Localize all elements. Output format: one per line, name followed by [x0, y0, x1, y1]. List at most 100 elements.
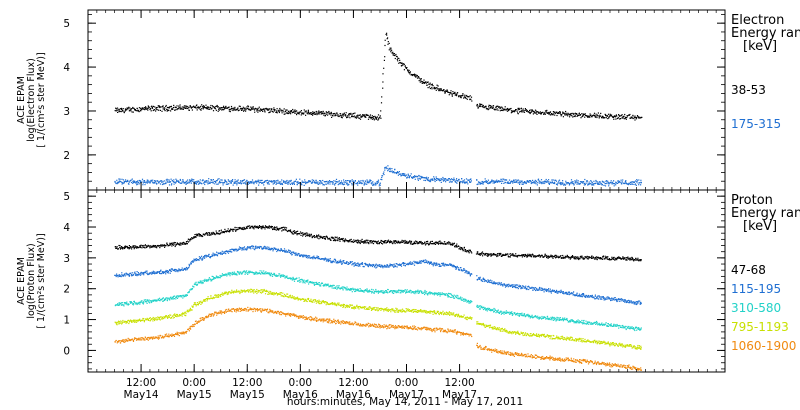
data-point [272, 227, 274, 229]
data-point [574, 295, 576, 297]
data-point [299, 254, 301, 256]
data-point [577, 256, 579, 258]
data-point [284, 182, 286, 184]
data-point [305, 183, 307, 185]
data-point [258, 226, 260, 228]
data-point [153, 300, 155, 302]
data-point [383, 264, 386, 266]
data-point [305, 254, 307, 256]
data-point [482, 181, 484, 183]
data-point [147, 179, 149, 181]
data-point [532, 179, 534, 181]
data-point [333, 113, 335, 115]
data-point [136, 303, 138, 306]
data-point [294, 252, 296, 255]
data-point [236, 248, 238, 250]
data-point [349, 239, 351, 241]
data-point [184, 268, 186, 270]
data-point [359, 265, 361, 267]
data-point [206, 279, 208, 281]
data-point [535, 110, 537, 112]
data-point [118, 244, 120, 247]
data-point [278, 181, 281, 183]
data-point [119, 178, 121, 180]
data-point [244, 248, 246, 250]
data-point [528, 112, 531, 114]
data-point [124, 274, 126, 276]
data-point [407, 242, 410, 244]
data-point [275, 181, 277, 183]
data-point [460, 95, 462, 97]
data-point [166, 271, 168, 273]
data-point [423, 79, 425, 81]
data-point [172, 108, 174, 110]
data-point [409, 240, 411, 242]
data-point [433, 86, 435, 88]
data-point [253, 108, 255, 110]
data-point [223, 251, 225, 253]
data-point [385, 240, 387, 242]
data-point [465, 178, 468, 180]
data-point [133, 248, 135, 250]
data-point [407, 70, 409, 72]
data-point [314, 182, 316, 184]
data-point [129, 272, 131, 274]
data-point [221, 253, 223, 255]
data-point [437, 243, 440, 245]
data-point [376, 266, 378, 268]
data-point [386, 38, 388, 40]
data-point [266, 246, 268, 248]
data-point [570, 293, 572, 295]
data-point [586, 295, 588, 297]
data-point [158, 109, 160, 111]
data-point [563, 292, 565, 294]
data-point [161, 180, 163, 182]
data-point [437, 241, 439, 243]
data-point [150, 110, 152, 112]
data-point [283, 181, 285, 183]
data-point [234, 109, 236, 111]
data-point [293, 232, 296, 234]
data-point [570, 114, 572, 116]
data-point [393, 240, 395, 242]
data-point [369, 114, 372, 116]
data-point [209, 233, 211, 235]
data-point [538, 112, 540, 114]
data-point [422, 261, 425, 263]
data-point [466, 98, 468, 100]
data-point [546, 289, 548, 291]
data-point [115, 275, 117, 278]
data-point [299, 178, 301, 180]
data-point [313, 113, 315, 115]
data-point [224, 181, 226, 183]
data-point [258, 226, 260, 228]
data-point [203, 181, 205, 183]
data-point [120, 181, 122, 183]
data-point [576, 113, 578, 115]
data-point [147, 109, 149, 111]
data-point [375, 241, 377, 243]
data-point [226, 181, 228, 183]
data-point [377, 240, 379, 242]
data-point [604, 117, 606, 119]
data-point [454, 94, 456, 96]
data-point [116, 183, 118, 185]
data-point [181, 181, 183, 183]
data-point [430, 84, 432, 86]
data-point [120, 107, 123, 109]
data-point [308, 111, 310, 113]
data-point [282, 180, 285, 182]
data-point [173, 104, 175, 106]
data-point [208, 182, 210, 184]
data-point [604, 255, 606, 257]
data-point [206, 233, 208, 235]
data-point [312, 111, 314, 113]
data-point [142, 303, 144, 305]
data-point [252, 246, 254, 248]
data-point [535, 183, 537, 185]
data-point [170, 105, 172, 107]
data-point [639, 303, 641, 305]
data-point [414, 178, 416, 180]
data-point [136, 271, 138, 273]
data-point [467, 96, 469, 98]
